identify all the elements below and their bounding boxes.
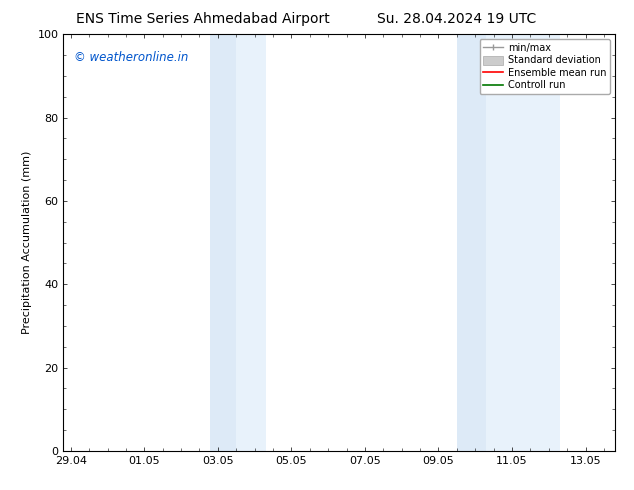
Bar [236,34,266,451]
Legend: min/max, Standard deviation, Ensemble mean run, Controll run: min/max, Standard deviation, Ensemble me… [479,39,610,94]
Text: Su. 28.04.2024 19 UTC: Su. 28.04.2024 19 UTC [377,12,536,26]
Bar [486,34,560,451]
Bar [457,34,486,451]
Bar [210,34,236,451]
Text: © weatheronline.in: © weatheronline.in [74,51,189,64]
Y-axis label: Precipitation Accumulation (mm): Precipitation Accumulation (mm) [22,151,32,334]
Text: ENS Time Series Ahmedabad Airport: ENS Time Series Ahmedabad Airport [76,12,330,26]
